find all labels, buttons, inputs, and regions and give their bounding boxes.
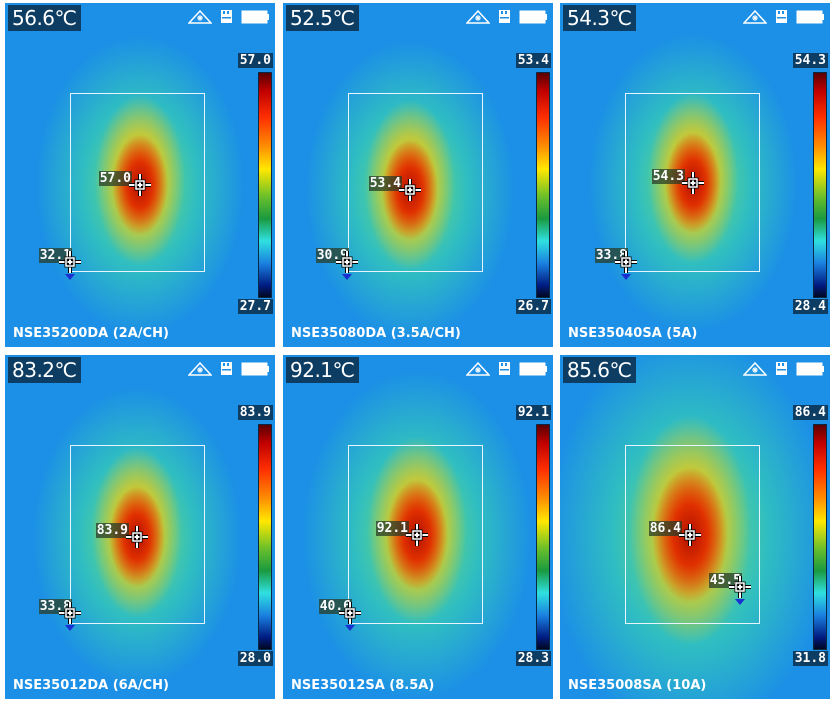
crosshair-icon [678, 523, 702, 551]
max-temp-label: 92.1 [375, 521, 409, 536]
measurement-area-box[interactable] [348, 445, 483, 624]
crosshair-icon [614, 250, 638, 278]
min-arrow-icon [735, 599, 745, 605]
scale-max-label: 53.4 [515, 53, 551, 68]
panel-caption: NSE35040SA (5A) [568, 326, 698, 341]
scale-min-label: 31.8 [792, 651, 828, 666]
battery-icon [241, 362, 269, 375]
status-icons [743, 9, 825, 24]
min-temp-label: 33.8 [594, 248, 628, 263]
thermal-panel: 92.1℃ 92.1 28.3 92.1 40.6 NSE35012SA (8.… [283, 355, 553, 699]
thermal-panel: 85.6℃ 86.4 31.8 86.4 45.5 NSE35008SA (10… [560, 355, 830, 699]
panel-caption: NSE35012DA (6A/CH) [13, 678, 169, 693]
panel-caption: NSE35200DA (2A/CH) [13, 326, 169, 341]
status-icons [466, 361, 548, 376]
thermal-image [283, 3, 553, 347]
center-temperature: 54.3℃ [563, 5, 636, 31]
scale-min-label: 26.7 [515, 299, 551, 314]
sd-card-icon [221, 362, 232, 375]
scale-max-label: 57.0 [237, 53, 273, 68]
center-temperature: 52.5℃ [286, 5, 359, 31]
crosshair-icon [681, 171, 705, 199]
crosshair-icon [398, 178, 422, 206]
crosshair-icon [338, 601, 362, 629]
color-scale-bar [813, 424, 827, 650]
min-arrow-icon [65, 625, 75, 631]
crosshair-icon [128, 173, 152, 201]
scale-min-label: 27.7 [237, 299, 273, 314]
measurement-area-box[interactable] [348, 93, 483, 272]
laser-icon [743, 9, 767, 24]
min-temp-label: 45.5 [708, 573, 742, 588]
min-arrow-icon [65, 274, 75, 280]
color-scale-bar [258, 424, 272, 650]
scale-max-label: 83.9 [237, 405, 273, 420]
min-arrow-icon [342, 274, 352, 280]
scale-min-label: 28.0 [237, 651, 273, 666]
measurement-area-box[interactable] [625, 93, 760, 272]
sd-card-icon [776, 362, 787, 375]
status-icons [188, 361, 270, 376]
scale-max-label: 92.1 [515, 405, 551, 420]
laser-icon [466, 9, 490, 24]
max-temp-label: 57.0 [98, 171, 132, 186]
measurement-area-box[interactable] [70, 93, 205, 272]
center-temperature: 56.6℃ [8, 5, 81, 31]
battery-icon [796, 10, 824, 23]
battery-icon [796, 362, 824, 375]
min-temp-label: 32.1 [38, 248, 72, 263]
min-temp-label: 40.6 [318, 599, 352, 614]
laser-icon [188, 361, 212, 376]
laser-icon [743, 361, 767, 376]
status-icons [743, 361, 825, 376]
color-scale-bar [536, 424, 550, 650]
panel-caption: NSE35008SA (10A) [568, 678, 707, 693]
crosshair-icon [125, 525, 149, 553]
scale-min-label: 28.3 [515, 651, 551, 666]
thermal-panel: 83.2℃ 83.9 28.0 83.9 33.8 NSE35012DA (6A… [5, 355, 275, 699]
laser-icon [466, 361, 490, 376]
thermal-panel: 54.3℃ 54.3 28.4 54.3 33.8 NSE35040SA (5A… [560, 3, 830, 347]
crosshair-icon [58, 250, 82, 278]
laser-icon [188, 9, 212, 24]
crosshair-icon [728, 575, 752, 603]
min-arrow-icon [345, 625, 355, 631]
center-temperature: 92.1℃ [286, 357, 359, 383]
status-icons [466, 9, 548, 24]
measurement-area-box[interactable] [70, 445, 205, 624]
thermal-image [560, 355, 830, 699]
color-scale-bar [536, 72, 550, 298]
crosshair-icon [405, 523, 429, 551]
scale-max-label: 86.4 [792, 405, 828, 420]
battery-icon [519, 10, 547, 23]
center-temperature: 85.6℃ [563, 357, 636, 383]
thermal-image [5, 355, 275, 699]
max-temp-label: 54.3 [651, 169, 685, 184]
max-temp-label: 53.4 [368, 176, 402, 191]
panel-caption: NSE35080DA (3.5A/CH) [291, 326, 461, 341]
thermal-panel: 52.5℃ 53.4 26.7 53.4 30.9 NSE35080DA (3.… [283, 3, 553, 347]
battery-icon [519, 362, 547, 375]
measurement-area-box[interactable] [625, 445, 760, 624]
min-arrow-icon [621, 274, 631, 280]
min-temp-label: 33.8 [38, 599, 72, 614]
crosshair-icon [58, 601, 82, 629]
sd-card-icon [776, 10, 787, 23]
battery-icon [241, 10, 269, 23]
scale-min-label: 28.4 [792, 299, 828, 314]
max-temp-label: 86.4 [648, 521, 682, 536]
color-scale-bar [813, 72, 827, 298]
panel-caption: NSE35012SA (8.5A) [291, 678, 435, 693]
center-temperature: 83.2℃ [8, 357, 81, 383]
sd-card-icon [221, 10, 232, 23]
min-temp-label: 30.9 [315, 248, 349, 263]
thermal-panel: 56.6℃ 57.0 27.7 57.0 32.1 NSE35200DA (2A… [5, 3, 275, 347]
crosshair-icon [335, 250, 359, 278]
scale-max-label: 54.3 [792, 53, 828, 68]
status-icons [188, 9, 270, 24]
sd-card-icon [499, 10, 510, 23]
color-scale-bar [258, 72, 272, 298]
sd-card-icon [499, 362, 510, 375]
max-temp-label: 83.9 [95, 523, 129, 538]
